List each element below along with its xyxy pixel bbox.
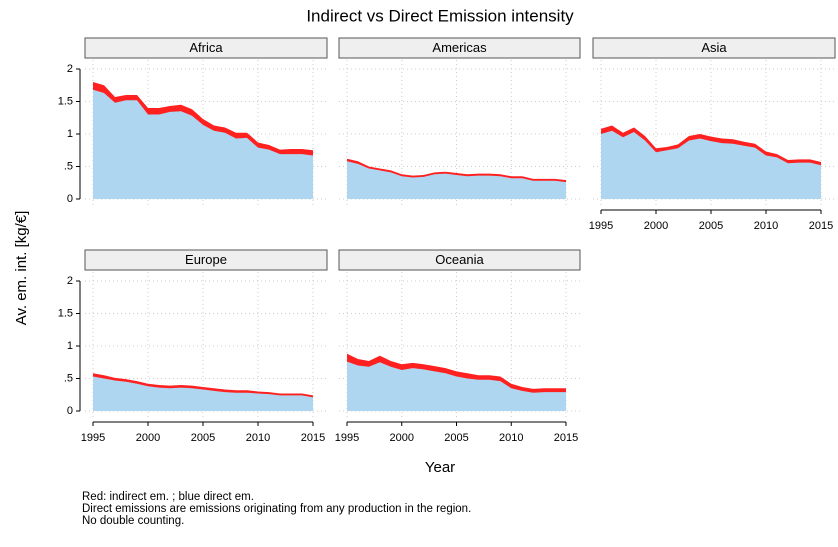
panel-title: Americas [432,40,487,55]
panel-title: Europe [185,252,227,267]
y-tick-label: 1.5 [58,307,73,319]
strip [592,37,836,59]
x-tick-label: 2005 [191,432,215,444]
strip [84,37,328,59]
x-tick-label: 1995 [589,220,613,232]
note: No double counting. [82,515,184,527]
y-tick-label: 0 [67,405,73,417]
x-tick-label: 2010 [246,432,270,444]
y-axis-label: Av. em. int. [kg/€] [13,211,30,326]
y-tick-label: 1 [67,340,73,352]
area [347,361,566,411]
area [93,89,313,199]
y-tick-label: .5 [64,372,73,384]
x-tick-label: 2010 [499,432,523,444]
x-tick-label: 2010 [754,220,778,232]
area [601,130,821,199]
area [347,161,566,199]
x-tick-label: 2000 [136,432,160,444]
note: Red: indirect em. ; blue direct em. [82,491,254,503]
x-tick-label: 2000 [390,432,414,444]
x-tick-label: 1995 [81,432,105,444]
x-tick-label: 2005 [699,220,723,232]
area [93,376,313,411]
panel-title: Africa [189,40,223,55]
y-tick-label: 1 [67,128,73,140]
x-tick-label: 1995 [335,432,359,444]
y-tick-label: 1.5 [58,95,73,107]
y-tick-label: 2 [67,275,73,287]
x-tick-label: 2015 [809,220,833,232]
x-axis-label: Year [425,459,455,476]
note: Direct emissions are emissions originati… [82,503,471,515]
strip [338,37,581,59]
strip [84,249,328,271]
y-tick-label: 0 [67,193,73,205]
panel-title: Oceania [435,252,484,267]
panel-title: Asia [701,40,727,55]
x-tick-label: 2000 [644,220,668,232]
y-tick-label: .5 [64,160,73,172]
x-tick-label: 2015 [554,432,578,444]
chart-title: Indirect vs Direct Emission intensity [306,6,574,25]
y-tick-label: 2 [67,63,73,75]
x-tick-label: 2005 [444,432,468,444]
strip [338,249,581,271]
x-tick-label: 2015 [301,432,325,444]
